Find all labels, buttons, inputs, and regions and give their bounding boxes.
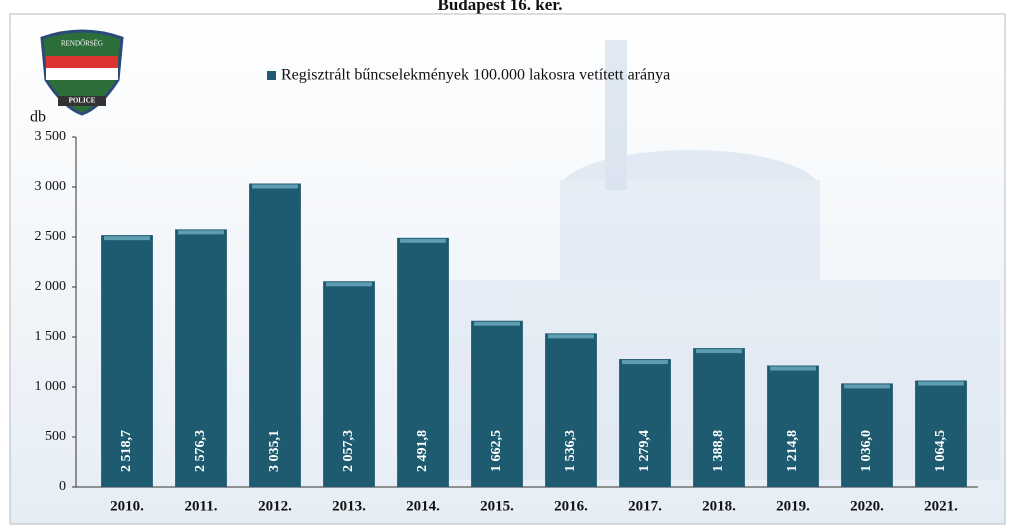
value-label: 1 388,8: [711, 430, 726, 472]
bar: [249, 183, 301, 488]
legend-swatch: [267, 71, 276, 80]
bar: [323, 281, 375, 487]
bar: [397, 237, 449, 487]
x-tick-label: 2020.: [850, 498, 884, 514]
y-tick-label: 500: [45, 429, 66, 444]
bar: [101, 235, 153, 487]
bar-highlight: [770, 366, 816, 371]
bar-highlight: [252, 184, 298, 189]
bar: [619, 359, 671, 487]
bar: [693, 348, 745, 487]
bar-highlight: [918, 381, 964, 386]
y-tick-label: 3 500: [35, 129, 67, 144]
bar: [767, 365, 819, 487]
y-tick-label: 3 000: [35, 179, 67, 194]
value-label: 1 036,0: [859, 430, 874, 472]
bar-highlight: [178, 230, 224, 235]
y-tick-label: 2 000: [35, 279, 67, 294]
bar-highlight: [104, 236, 150, 241]
x-tick-label: 2019.: [776, 498, 810, 514]
y-tick-label: 1 500: [35, 329, 67, 344]
bar-highlight: [400, 238, 446, 243]
x-tick-label: 2014.: [406, 498, 440, 514]
value-label: 2 576,3: [193, 430, 208, 472]
x-tick-label: 2018.: [702, 498, 736, 514]
logo: RENDŐRSÉG POLICE: [40, 29, 124, 116]
x-tick-label: 2012.: [258, 498, 292, 514]
bar: [915, 380, 967, 487]
bar-highlight: [474, 321, 520, 326]
x-tick-label: 2013.: [332, 498, 366, 514]
legend-label: Regisztrált bűncselekmények 100.000 lako…: [281, 67, 670, 84]
bar-highlight: [548, 334, 594, 339]
bar-highlight: [326, 282, 372, 287]
x-tick-label: 2021.: [924, 498, 958, 514]
value-label: 1 662,5: [489, 430, 504, 472]
value-label: 3 035,1: [267, 430, 282, 472]
value-label: 1 064,5: [933, 430, 948, 472]
value-label: 2 491,8: [415, 430, 430, 472]
bar: [841, 383, 893, 487]
y-tick-label: 2 500: [35, 229, 67, 244]
y-tick-label: 1 000: [35, 379, 67, 394]
page-title: Budapest 16. ker.: [437, 0, 562, 14]
bar-highlight: [696, 349, 742, 354]
x-tick-label: 2010.: [110, 498, 144, 514]
value-label: 1 536,3: [563, 430, 578, 472]
x-tick-label: 2015.: [480, 498, 514, 514]
bar-highlight: [844, 384, 890, 389]
x-tick-label: 2017.: [628, 498, 662, 514]
logo-text: RENDŐRSÉG: [61, 40, 103, 48]
value-label: 1 214,8: [785, 430, 800, 472]
bar-highlight: [622, 360, 668, 365]
logo-text: POLICE: [69, 97, 96, 105]
value-label: 2 057,3: [341, 430, 356, 472]
x-tick-label: 2016.: [554, 498, 588, 514]
x-tick-label: 2011.: [185, 498, 218, 514]
y-axis-label: db: [30, 109, 46, 126]
bar: [471, 320, 523, 487]
bar: [545, 333, 597, 487]
y-tick-label: 0: [59, 479, 66, 494]
value-label: 1 279,4: [637, 430, 652, 472]
bar: [175, 229, 227, 487]
value-label: 2 518,7: [119, 430, 134, 472]
